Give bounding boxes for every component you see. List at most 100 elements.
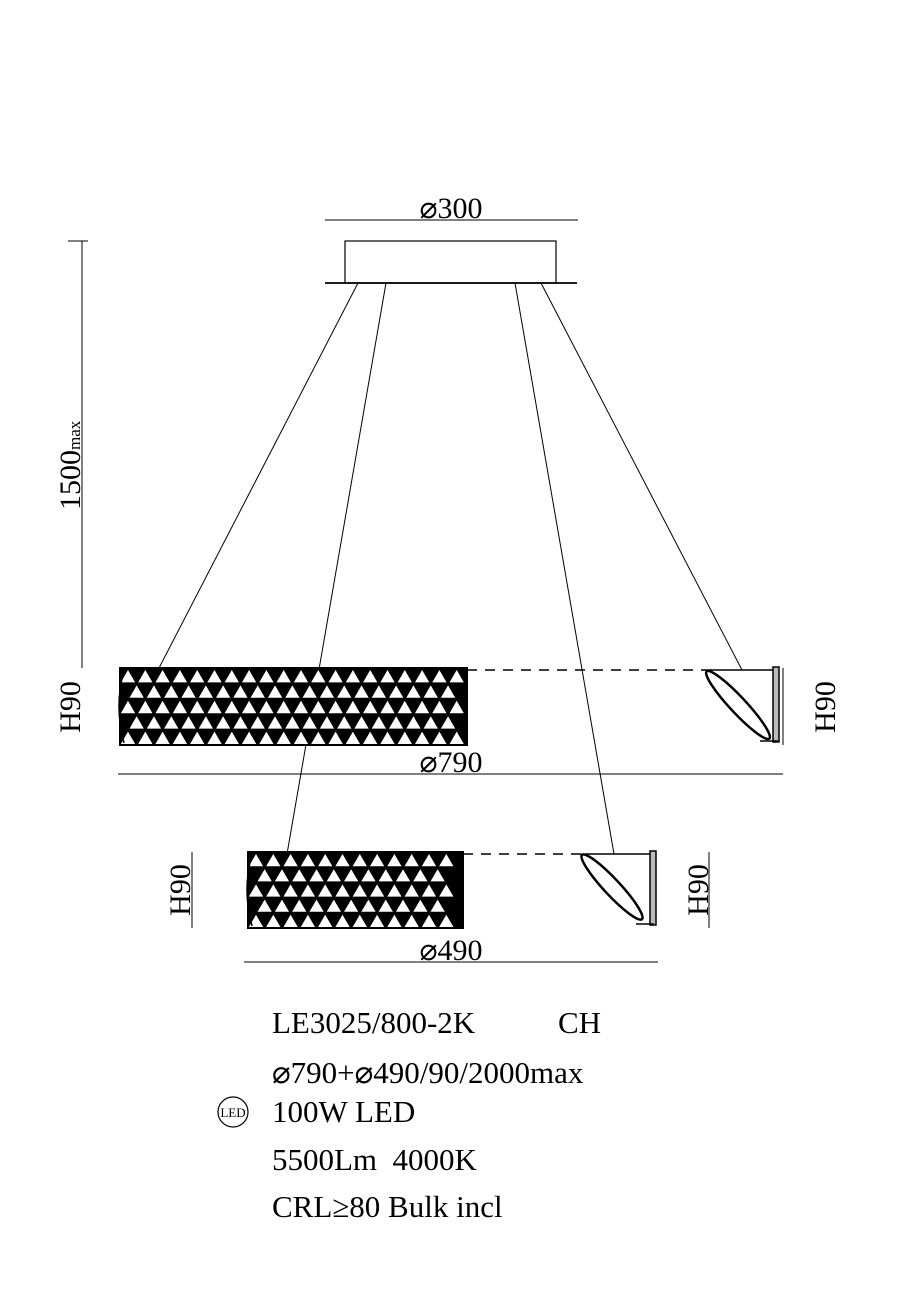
crystal-facet (257, 869, 272, 882)
crystal-facet (129, 716, 144, 729)
crystal-facet (224, 700, 239, 714)
crystal-facet (311, 670, 326, 683)
led-badge-text: LED (220, 1105, 245, 1120)
crystal-facet (292, 869, 307, 882)
crystal-facet (413, 869, 428, 882)
cri-bulb-spec: CRL≥80 Bulk incl (272, 1189, 503, 1224)
large-ring-height-right: H90 (809, 681, 842, 733)
crystal-facet (155, 731, 170, 744)
crystal-facet (293, 700, 309, 714)
height-dimension: 1500max (54, 240, 88, 668)
ring-outline (247, 851, 464, 929)
crystal-facet (224, 731, 239, 744)
crystal-facet (404, 854, 419, 867)
crystal-facet (449, 731, 464, 744)
crystal-facet (397, 731, 412, 744)
crystal-facet (421, 884, 437, 897)
crystal-facet (326, 869, 341, 882)
lumen-color-spec: 5500Lm 4000K (272, 1142, 478, 1177)
crystal-facet (361, 869, 376, 882)
canopy (325, 240, 577, 284)
crystal-facet (224, 670, 239, 683)
crystal-facet (380, 700, 395, 714)
crystal-facet (309, 869, 324, 882)
crystal-facet (190, 700, 205, 714)
crystal-facet (138, 670, 153, 683)
crystal-facet (146, 716, 162, 729)
crystal-facet (120, 731, 136, 744)
crystal-facet (395, 869, 411, 882)
crystal-facet (387, 854, 402, 867)
crystal-facet (378, 899, 393, 912)
crystal-facet (363, 700, 378, 714)
crystal-facet (300, 914, 316, 927)
crystal-facet (413, 899, 428, 912)
crystal-facet (233, 685, 248, 698)
crystal-facet (276, 731, 291, 744)
crystal-facet (389, 685, 404, 698)
crystal-facet (389, 716, 404, 729)
small-ring (246, 851, 464, 929)
crystal-facet (259, 700, 274, 714)
small-ring-height-left: H90 (164, 864, 197, 916)
large-ring-dimensions: H90 H90 ⌀790 (54, 668, 842, 779)
crystal-facet (283, 884, 298, 897)
crystal-facet (198, 716, 213, 729)
crystal-facet (241, 731, 257, 744)
crystal-facet (318, 854, 333, 867)
crystal-facet (257, 899, 272, 912)
crystal-facet (172, 700, 188, 714)
crystal-facet (259, 731, 274, 744)
crystal-facet (380, 731, 395, 744)
crystal-facet (387, 914, 402, 927)
crystal-facet (335, 884, 350, 897)
crystal-facet (318, 884, 333, 897)
crystal-facet (311, 731, 326, 744)
crystal-facet (449, 700, 464, 714)
ring-body (120, 668, 467, 745)
crystal-facet (335, 854, 350, 867)
large-ring-profile (467, 666, 780, 743)
crystal-facet (318, 914, 333, 927)
crystal-facet (421, 854, 437, 867)
crystal-facet (190, 731, 205, 744)
crystal-facet (164, 685, 179, 698)
height-max-label: 1500 (54, 450, 87, 510)
large-ring (118, 667, 468, 746)
crystal-facet (319, 716, 335, 729)
height-max-suffix: max (65, 420, 84, 450)
small-ring-diameter: ⌀490 (419, 934, 482, 967)
crystal-facet (423, 685, 438, 698)
crystal-facet (369, 854, 385, 867)
crystal-facet (285, 716, 300, 729)
spec-block: LE3025/800-2K CH ⌀790+⌀490/90/2000max LE… (217, 1005, 601, 1224)
crystal-facet (300, 884, 316, 897)
crystal-facet (276, 700, 291, 714)
crystal-facet (414, 670, 430, 683)
crystal-facet (283, 914, 298, 927)
crystal-facet (274, 869, 290, 882)
crystal-facet (369, 914, 385, 927)
crystal-facet (361, 899, 376, 912)
crystal-facet (146, 685, 162, 698)
crystal-facet (328, 670, 343, 683)
crystal-facet (172, 670, 188, 683)
small-ring-height-right: H90 (682, 864, 715, 916)
crystal-facet (216, 716, 231, 729)
crystal-facet (337, 685, 352, 698)
crystal-facet (300, 854, 316, 867)
crystal-facet (248, 884, 264, 897)
crystal-facet (406, 685, 421, 698)
crystal-facet (155, 670, 170, 683)
crystal-facet (250, 716, 265, 729)
crystal-facet (266, 884, 281, 897)
crystal-facet (344, 899, 359, 912)
ring-edge (246, 853, 253, 927)
crystal-facet (371, 716, 386, 729)
crystal-facet (233, 716, 248, 729)
power-spec: 100W LED (272, 1094, 415, 1129)
crystal-facet (164, 716, 179, 729)
crystal-facet (120, 670, 136, 683)
crystal-facet (414, 700, 430, 714)
crystal-facet (248, 854, 264, 867)
